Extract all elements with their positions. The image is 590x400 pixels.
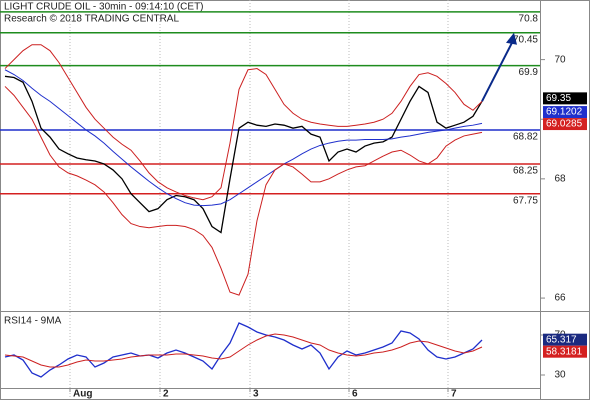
chart-title: LIGHT CRUDE OIL - 30min - 09:14:10 (CET): [4, 2, 204, 13]
x-tick-label: 6: [352, 389, 358, 400]
last-value-box: [543, 333, 587, 346]
level-label: 70.45: [513, 34, 538, 45]
level-label: 70.8: [519, 14, 539, 25]
last-value-box: [543, 92, 587, 105]
series-line: [4, 75, 483, 234]
x-tick-label: 7: [451, 389, 457, 400]
arrow-head: [506, 32, 517, 45]
y-tick-label: 30: [554, 370, 566, 381]
last-value-label: 69.35: [546, 93, 571, 104]
last-value-label: 69.0285: [546, 119, 583, 130]
level-label: 69.9: [519, 67, 539, 78]
series-line: [4, 322, 483, 378]
y-tick-label: 70: [554, 54, 566, 65]
series-line: [4, 44, 483, 201]
last-value-label: 58.3181: [546, 346, 583, 357]
level-label: 68.82: [513, 132, 538, 143]
last-value-box: [543, 106, 587, 119]
series-line: [4, 86, 483, 296]
rsi-title: RSI14 - 9MA: [4, 316, 62, 327]
series-line: [4, 333, 483, 368]
level-label: 67.75: [513, 195, 538, 206]
last-value-box: [543, 345, 587, 358]
y-tick-label: 66: [554, 293, 566, 304]
x-tick-label: 2: [163, 389, 169, 400]
forecast-arrow: [481, 38, 515, 102]
last-value-label: 65.317: [546, 334, 577, 345]
y-tick-label: 68: [554, 173, 566, 184]
series-line: [4, 69, 483, 207]
last-value-box: [543, 118, 587, 131]
x-tick-label: 3: [253, 389, 259, 400]
chart-subtitle: Research © 2018 TRADING CENTRAL: [4, 14, 179, 25]
x-tick-label: Aug: [73, 389, 92, 400]
last-value-label: 69.1202: [546, 107, 583, 118]
level-label: 68.25: [513, 166, 538, 177]
